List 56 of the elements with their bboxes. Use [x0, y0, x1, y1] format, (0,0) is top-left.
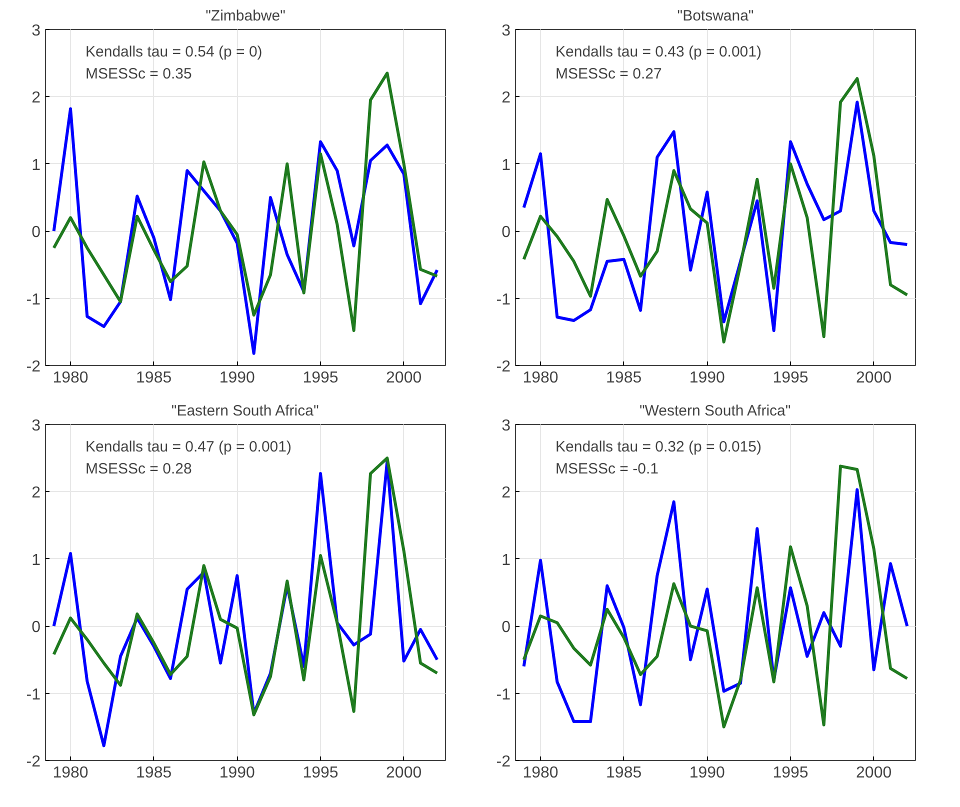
x-tick-label: 1980: [522, 764, 558, 782]
x-tick-label: 1985: [606, 764, 642, 782]
annotation: MSESSc = -0.1: [556, 460, 658, 478]
x-tick-label: 1985: [136, 764, 172, 782]
x-tick-label: 1990: [689, 370, 726, 386]
chart-title: "Botswana": [677, 8, 754, 24]
x-tick-label: 2000: [856, 764, 892, 782]
y-tick-label: 0: [32, 619, 41, 636]
y-tick-label: -2: [496, 754, 511, 770]
y-tick-label: 2: [502, 484, 511, 502]
x-tick-label: 1985: [606, 370, 642, 386]
y-tick-label: -2: [496, 358, 511, 376]
y-tick-label: 2: [32, 90, 41, 107]
x-tick-label: 2000: [856, 370, 892, 386]
y-tick-label: -2: [26, 754, 41, 770]
x-tick-label: 2000: [386, 764, 422, 782]
y-tick-label: 1: [502, 156, 511, 174]
x-tick-label: 1990: [689, 764, 726, 782]
y-tick-label: 0: [502, 619, 511, 636]
x-tick-label: 2000: [386, 370, 422, 386]
annotation: Kendalls tau = 0.47 (p = 0.001): [86, 438, 292, 456]
y-tick-label: 2: [502, 90, 511, 107]
x-tick-label: 1985: [136, 370, 172, 386]
x-tick-label: 1995: [302, 370, 338, 386]
chart-title: "Zimbabwe": [206, 8, 286, 24]
annotation: Kendalls tau = 0.43 (p = 0.001): [556, 44, 762, 60]
x-tick-label: 1995: [772, 370, 808, 386]
y-tick-label: -1: [496, 686, 511, 704]
y-tick-label: 0: [502, 224, 511, 242]
y-tick-label: -1: [26, 291, 41, 308]
annotation: MSESSc = 0.28: [86, 460, 192, 478]
y-tick-label: 1: [502, 552, 511, 569]
y-tick-label: -2: [26, 358, 41, 376]
x-tick-label: 1990: [219, 370, 256, 386]
chart-title: "Western South Africa": [639, 402, 791, 420]
x-tick-label: 1980: [522, 370, 558, 386]
y-tick-label: 3: [32, 418, 41, 434]
y-tick-label: 2: [32, 484, 41, 502]
x-tick-label: 1980: [52, 370, 88, 386]
annotation: MSESSc = 0.35: [86, 66, 192, 82]
annotation: Kendalls tau = 0.32 (p = 0.015): [556, 438, 762, 456]
x-tick-label: 1995: [302, 764, 338, 782]
y-tick-label: 3: [502, 22, 511, 40]
y-tick-label: 1: [32, 156, 41, 174]
y-tick-label: -1: [496, 291, 511, 308]
y-tick-label: 3: [32, 22, 41, 40]
y-tick-label: 1: [32, 552, 41, 569]
y-tick-label: -1: [26, 686, 41, 704]
y-tick-label: 3: [502, 418, 511, 434]
annotation: MSESSc = 0.27: [556, 66, 662, 82]
annotation: Kendalls tau = 0.54 (p = 0): [86, 44, 262, 60]
x-tick-label: 1980: [52, 764, 88, 782]
y-tick-label: 0: [32, 224, 41, 242]
x-tick-label: 1990: [219, 764, 256, 782]
chart-title: "Eastern South Africa": [171, 402, 319, 420]
x-tick-label: 1995: [772, 764, 808, 782]
